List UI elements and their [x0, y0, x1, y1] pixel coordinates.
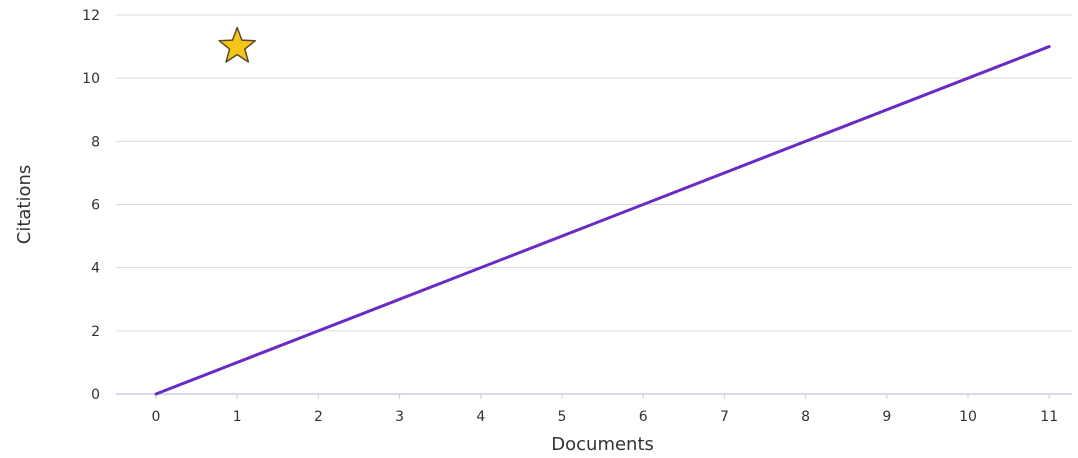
y-axis-title: Citations: [14, 165, 35, 245]
y-tick-labels: 0 2 4 6 8 10 12: [82, 8, 100, 403]
y-tick-label: 4: [91, 261, 100, 277]
x-tick-labels: 0 1 2 3 4 5 6 7 8 9 10 11: [152, 394, 1058, 425]
series-line: [154, 45, 1051, 396]
x-tick-label: 8: [801, 409, 810, 425]
y-tick-label: 0: [91, 387, 100, 403]
series-group: [154, 45, 1051, 396]
y-tick-label: 10: [82, 71, 100, 87]
x-tick-label: 0: [152, 409, 161, 425]
x-tick-label: 9: [882, 409, 891, 425]
grid-lines: [116, 14, 1072, 332]
star-marker: [218, 26, 257, 63]
x-tick-label: 3: [395, 409, 404, 425]
x-tick-label: 7: [720, 409, 729, 425]
y-tick-label: 12: [82, 8, 100, 24]
x-tick-label: 11: [1040, 409, 1058, 425]
x-tick-label: 4: [476, 409, 485, 425]
marker-group: [218, 26, 257, 63]
x-tick-label: 2: [314, 409, 323, 425]
x-tick-label: 1: [233, 409, 242, 425]
x-axis-title: Documents: [551, 434, 654, 455]
x-tick-label: 10: [959, 409, 977, 425]
x-tick-label: 6: [639, 409, 648, 425]
y-tick-label: 8: [91, 134, 100, 150]
y-tick-label: 2: [91, 324, 100, 340]
y-tick-label: 6: [91, 198, 100, 214]
x-tick-label: 5: [558, 409, 567, 425]
